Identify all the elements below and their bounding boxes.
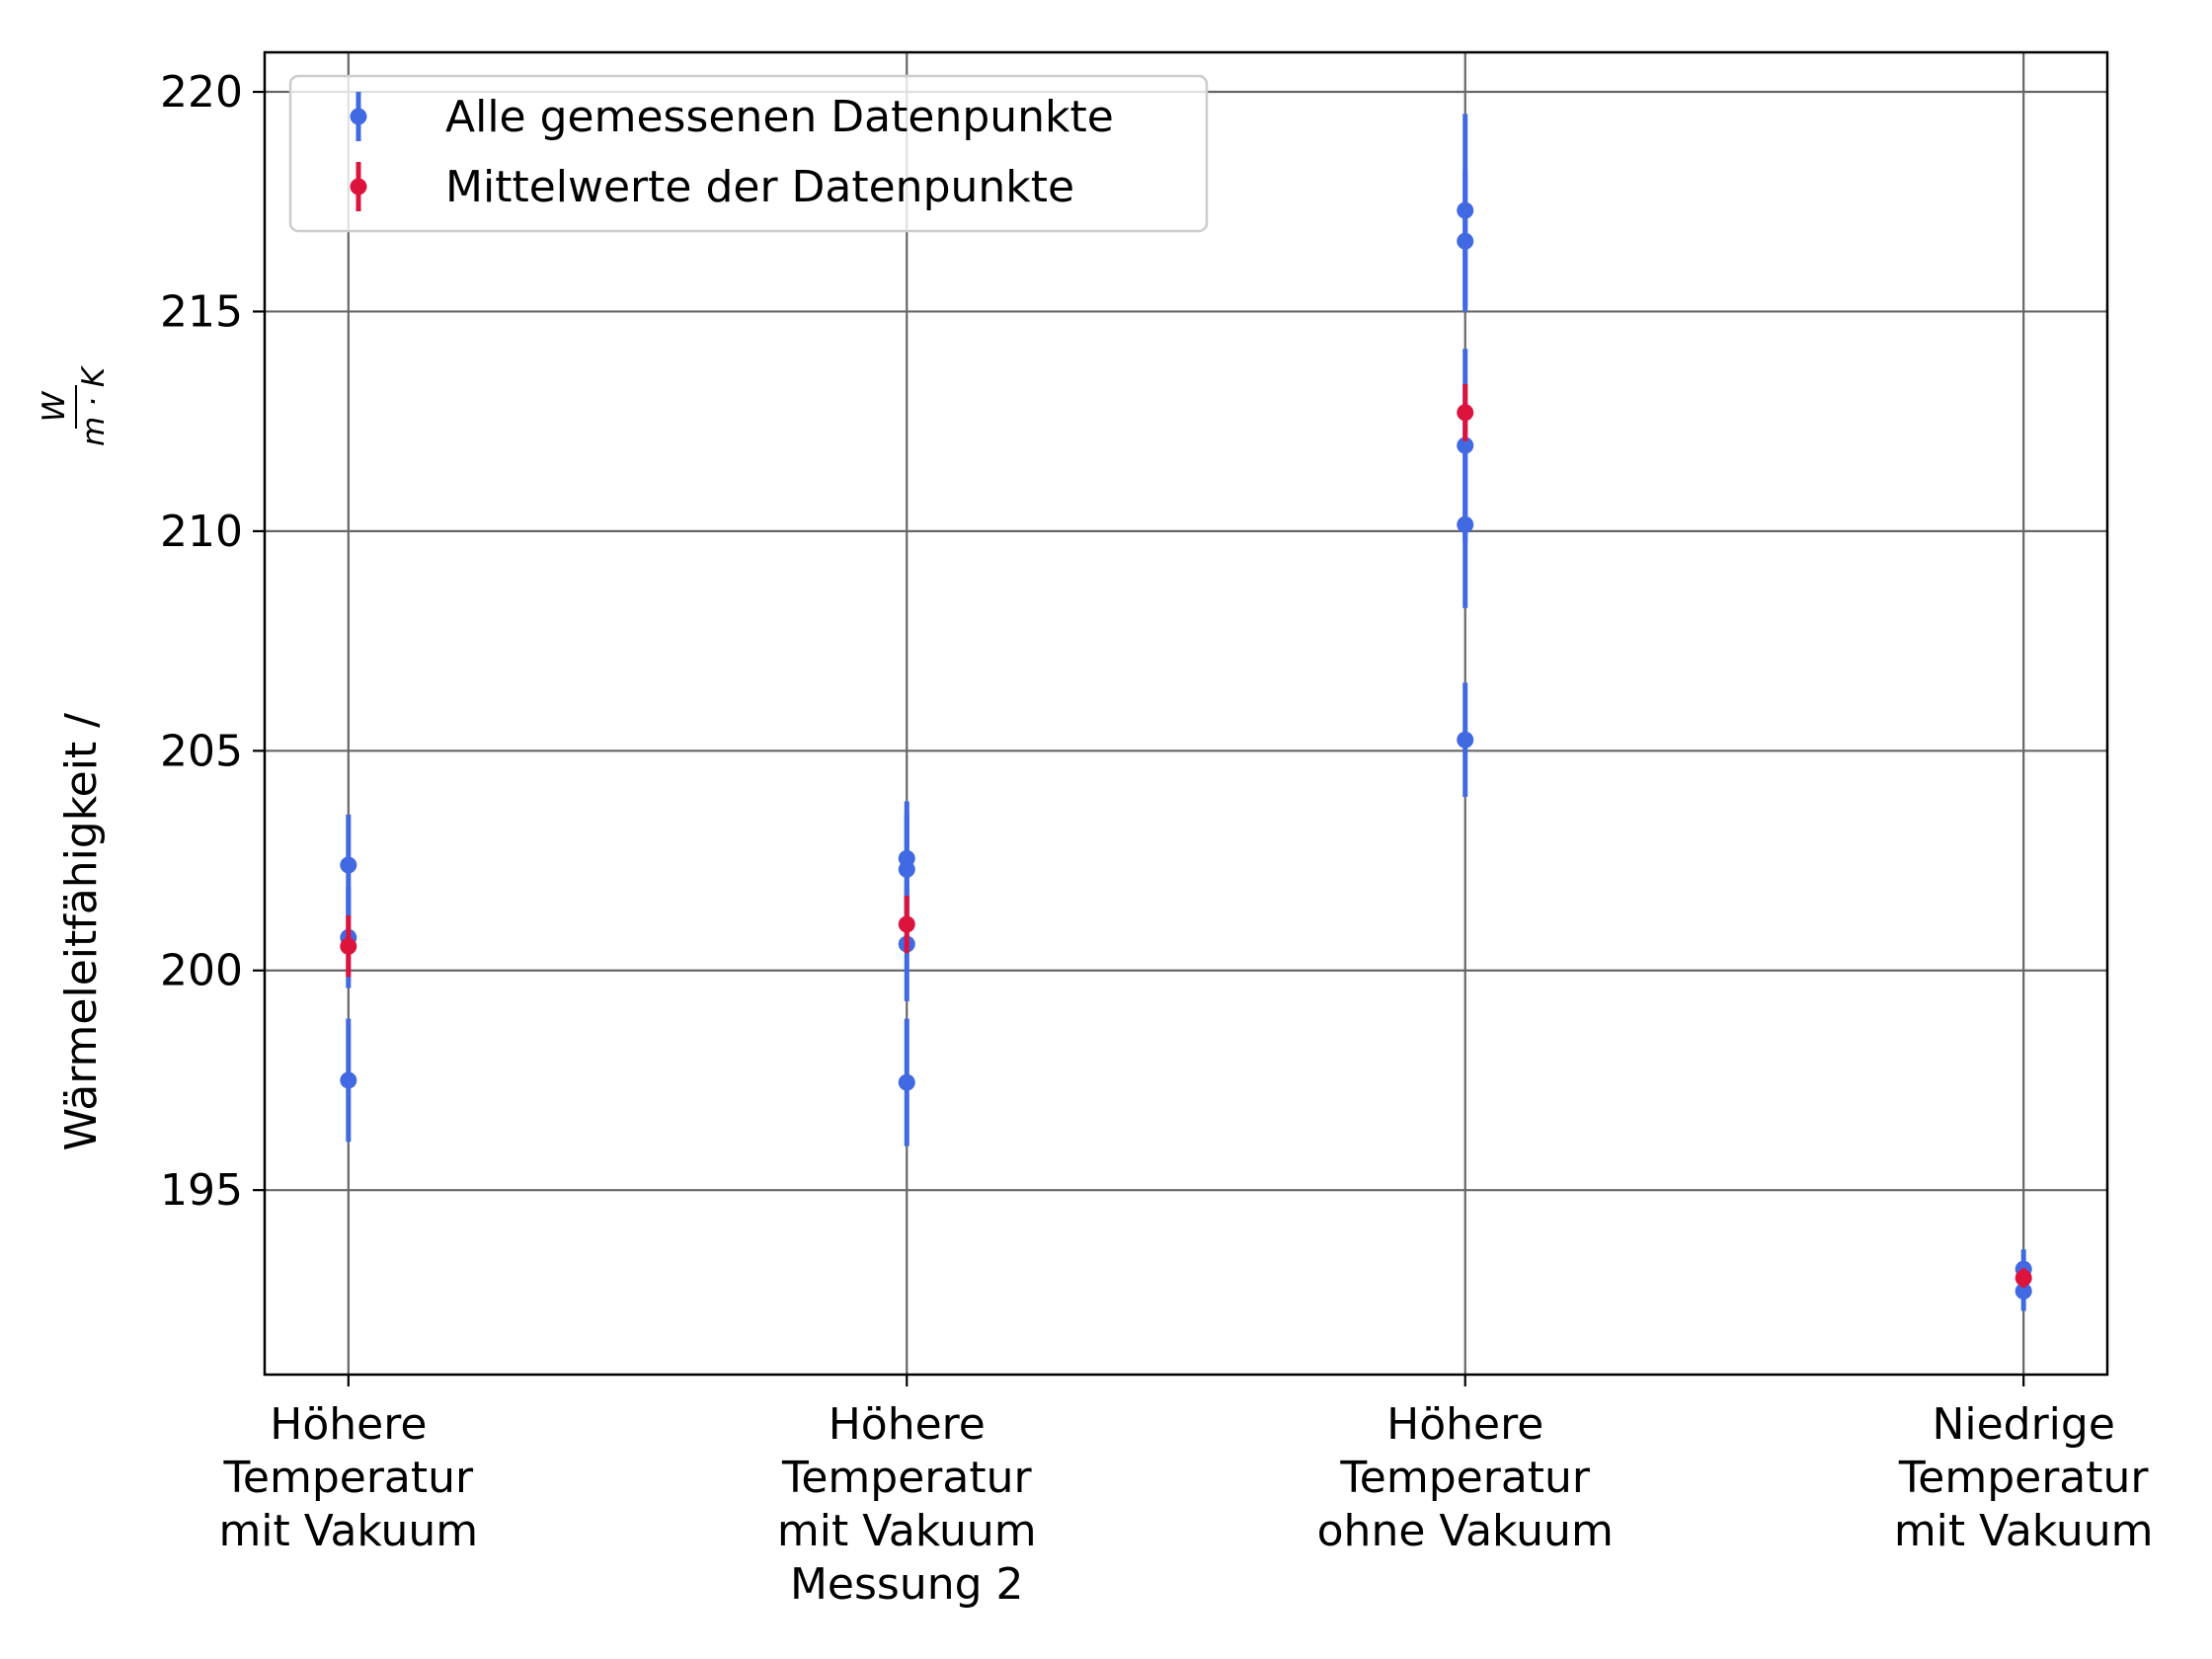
series-0 [340,114,2032,1311]
y-tick-label: 195 [160,1165,243,1216]
x-tick-label-line: mit Vakuum [777,1506,1037,1556]
legend-marker-dot [350,178,367,196]
axes-frame [263,50,2109,1377]
x-tick-label-line: Höhere [829,1399,986,1450]
legend-label-all-points: Alle gemessenen Datenpunkte [445,92,1114,142]
x-tick-label-line: Niedrige [1932,1399,2114,1450]
y-axis-label-text: Wärmeleitfähigkeit / [56,713,107,1151]
series-1 [340,383,2032,1288]
x-tick-label: Höhere Temperatur mit Vakuum [218,1399,478,1556]
x-tick-label-line: Temperatur [1339,1453,1591,1503]
x-tick-label-line: mit Vakuum [218,1506,478,1556]
data-point [1457,731,1474,749]
y-tick-label: 205 [160,726,243,776]
x-tick-label-line: Messung 2 [790,1559,1024,1610]
y-tick-label: 210 [160,507,243,557]
data-point [340,1071,357,1089]
plot-area [340,114,2032,1311]
y-axis-unit-denominator: m · K [76,364,112,446]
x-tick-label-line: ohne Vakuum [1317,1506,1614,1556]
data-point [898,1073,915,1091]
y-axis-unit-numerator: W [37,390,72,422]
legend-label-means: Mittelwerte der Datenpunkte [445,162,1074,212]
data-point [2014,1269,2032,1287]
data-point [2014,1282,2032,1300]
grid [265,52,2107,1375]
data-point [340,856,357,874]
x-tick-label-line: mit Vakuum [1894,1506,2154,1556]
y-tick-label: 215 [160,286,243,337]
data-point [1457,404,1474,422]
y-tick-label: 220 [160,67,243,118]
x-tick-label-line: Höhere [270,1399,427,1450]
data-point [340,937,357,955]
data-point [1457,232,1474,250]
y-axis-label: Wärmeleitfähigkeit / W m · K [37,364,112,1150]
x-tick-label-line: Temperatur [781,1453,1033,1503]
x-tick-label-line: Temperatur [1898,1453,2150,1503]
x-tick-label: Höhere Temperatur mit Vakuum Messung 2 [777,1399,1037,1610]
legend-entry-all-points: Alle gemessenen Datenpunkte [350,92,1114,142]
data-point [1457,515,1474,533]
legend-box [288,74,1209,233]
legend-entry-means: Mittelwerte der Datenpunkte [350,162,1074,212]
x-tick-label: Niedrige Temperatur mit Vakuum [1894,1399,2154,1556]
legend-marker-dot [350,108,367,125]
x-tick-label: Höhere Temperatur ohne Vakuum [1317,1399,1614,1556]
data-point [898,860,915,878]
x-tick-label-line: Temperatur [223,1453,475,1503]
y-tick-label: 200 [160,946,243,996]
legend: Alle gemessenen Datenpunkte Mittelwerte … [288,74,1209,233]
data-point [898,915,915,933]
x-tick-label-line: Höhere [1386,1399,1543,1450]
